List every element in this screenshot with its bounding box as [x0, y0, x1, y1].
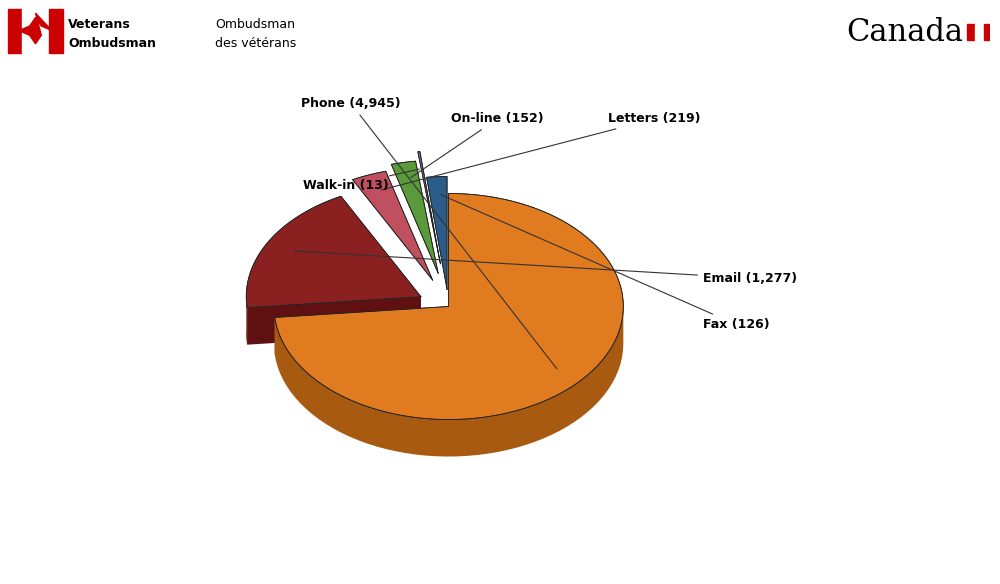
Polygon shape [418, 152, 440, 264]
Bar [967, 24, 975, 40]
Text: Veterans: Veterans [68, 18, 131, 30]
Polygon shape [19, 13, 52, 44]
Polygon shape [275, 193, 623, 419]
Text: des vétérans: des vétérans [215, 37, 296, 50]
Polygon shape [275, 307, 623, 457]
Polygon shape [353, 171, 433, 280]
Polygon shape [275, 307, 449, 354]
Polygon shape [427, 176, 447, 290]
Text: Fax (126): Fax (126) [441, 194, 770, 331]
Text: Ombudsman: Ombudsman [215, 18, 295, 30]
Text: Email (1,277): Email (1,277) [293, 251, 797, 285]
Text: Letters (219): Letters (219) [381, 112, 700, 190]
Text: Walk-in (13): Walk-in (13) [303, 169, 419, 192]
Bar [984, 24, 990, 40]
Text: Ombudsman: Ombudsman [68, 37, 156, 50]
Polygon shape [247, 297, 421, 345]
Bar [975, 24, 984, 40]
Text: On-line (152): On-line (152) [411, 112, 544, 178]
Polygon shape [246, 196, 421, 308]
Text: Canada: Canada [846, 16, 963, 48]
Polygon shape [391, 161, 438, 273]
Text: Phone (4,945): Phone (4,945) [301, 97, 557, 369]
